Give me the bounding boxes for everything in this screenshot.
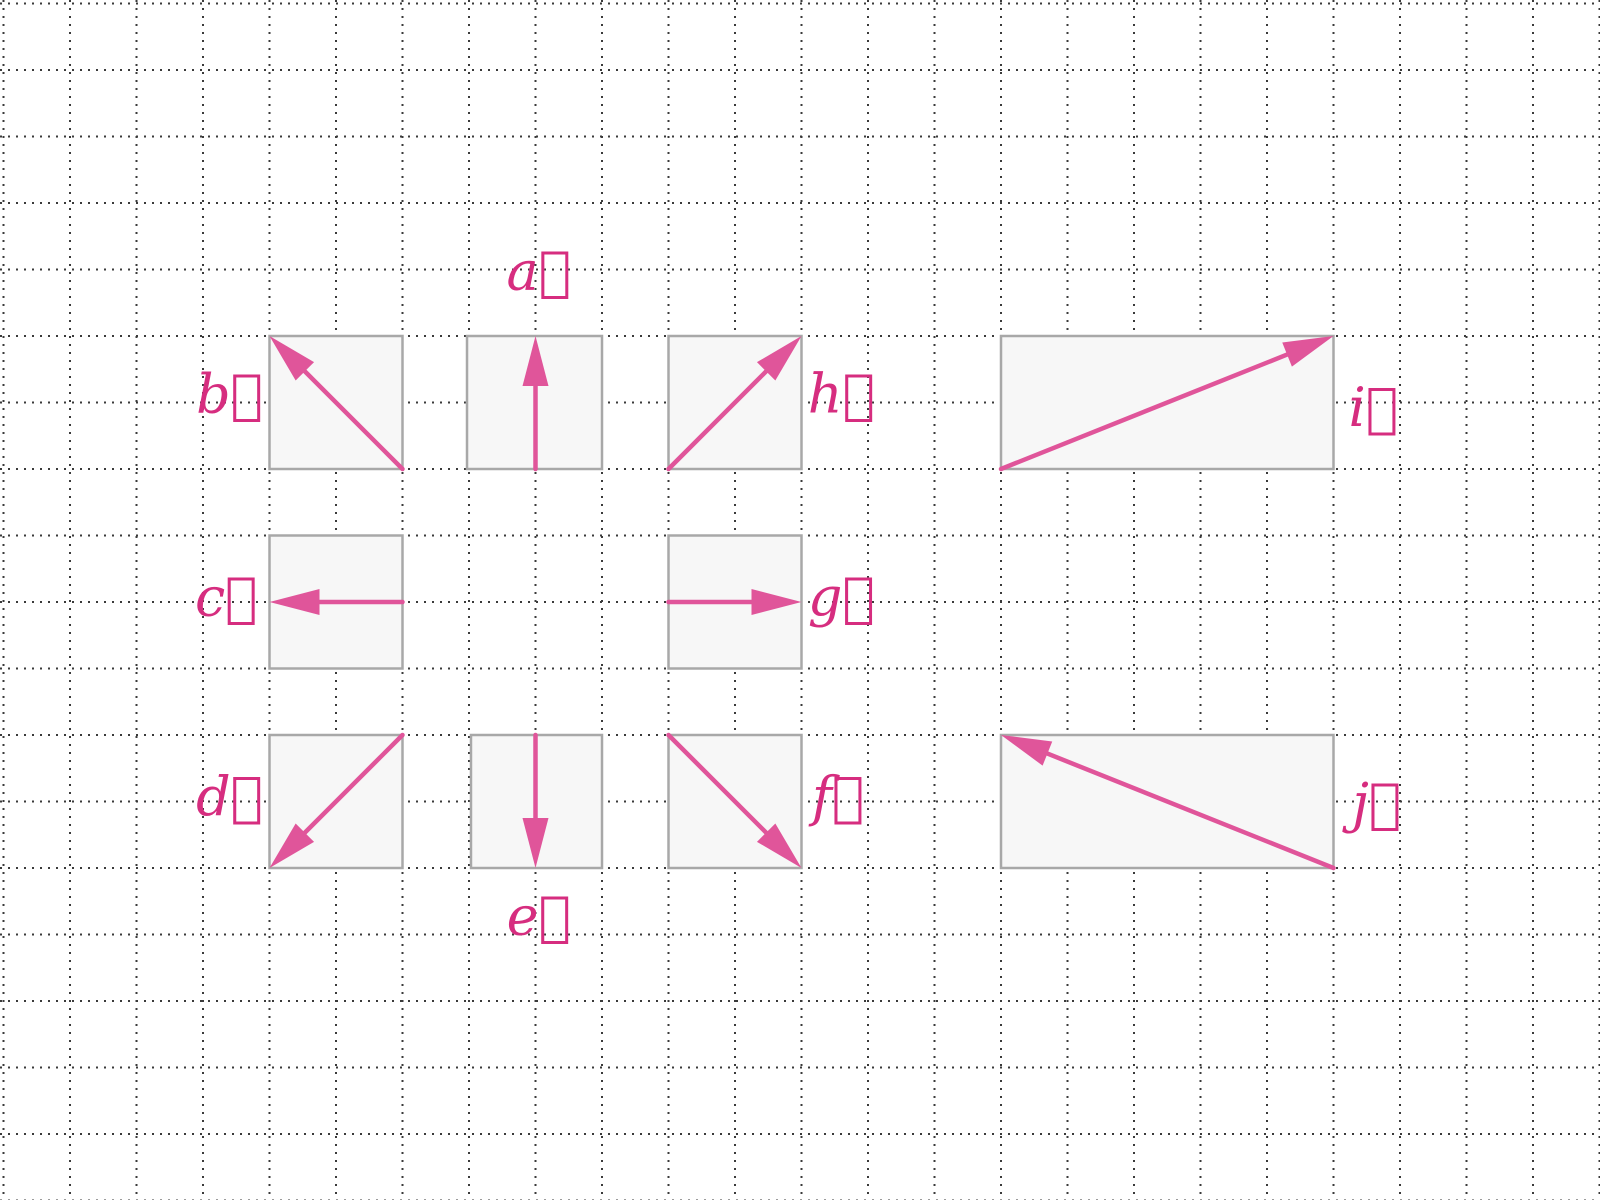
vector-a-arrowhead	[522, 336, 549, 386]
vector-b	[269, 336, 405, 472]
vector-b-shaft	[299, 366, 405, 472]
vector-i-shaft	[998, 350, 1294, 472]
vector-label-f: f⃗	[808, 765, 864, 828]
vector-d-arrowhead	[269, 823, 315, 868]
vector-j	[1001, 735, 1336, 871]
vector-label-d: d⃗	[196, 765, 263, 828]
vector-c	[269, 589, 405, 615]
vector-b-arrowhead	[269, 336, 315, 381]
vector-d	[269, 732, 405, 868]
vector-label-e: e⃗	[507, 885, 571, 948]
vectors	[269, 336, 1336, 871]
vector-label-i: i⃗	[1349, 376, 1399, 439]
vector-a	[522, 336, 549, 472]
vector-h-shaft	[666, 366, 772, 472]
vector-d-shaft	[299, 732, 405, 838]
vector-f	[666, 732, 802, 868]
vector-label-a: a⃗	[507, 239, 572, 302]
vector-i-arrowhead	[1282, 336, 1334, 367]
vector-e-arrowhead	[522, 818, 549, 868]
vector-label-b: b⃗	[196, 362, 263, 425]
vector-j-shaft	[1041, 749, 1336, 871]
vector-labels: a⃗ b⃗ c⃗ d⃗ e⃗ f⃗ g⃗ h⃗ i⃗ j⃗	[195, 239, 1401, 947]
vector-h	[666, 336, 802, 472]
vector-label-j: j⃗	[1342, 771, 1401, 834]
vector-g	[666, 589, 802, 615]
vector-h-arrowhead	[756, 336, 802, 381]
vector-f-shaft	[666, 732, 772, 838]
vector-label-g: g⃗	[808, 565, 875, 628]
vector-i	[998, 336, 1334, 472]
vector-f-arrowhead	[756, 823, 802, 868]
vector-label-c: c⃗	[195, 565, 258, 628]
vector-label-h: h⃗	[808, 362, 875, 425]
vector-j-arrowhead	[1001, 735, 1053, 766]
vector-g-arrowhead	[751, 589, 802, 615]
vector-e	[522, 732, 549, 868]
vector-c-arrowhead	[269, 589, 320, 615]
